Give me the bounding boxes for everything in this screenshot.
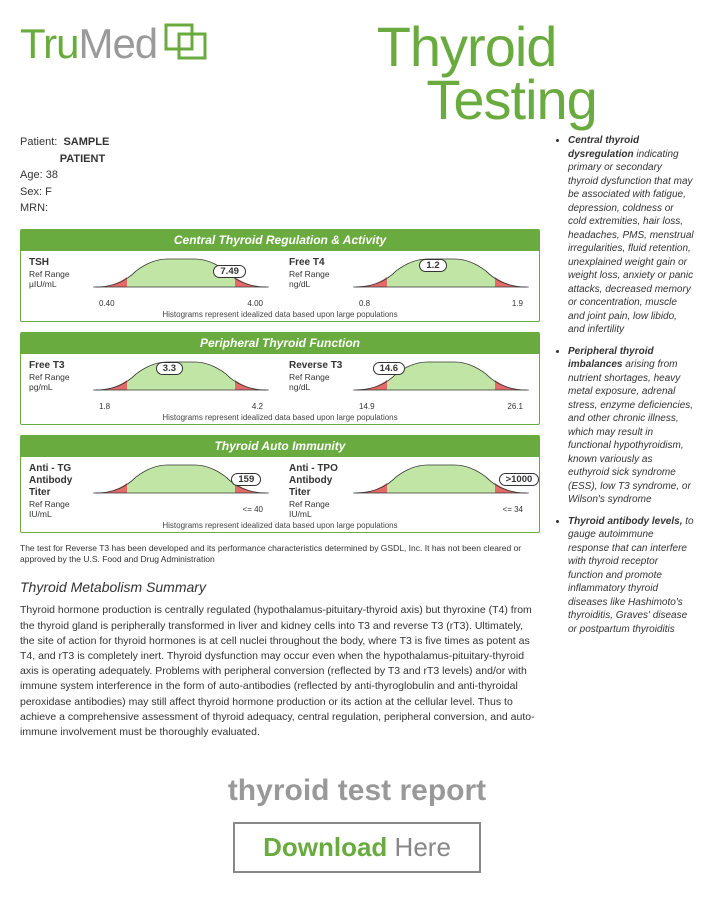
logo: TruMed (20, 20, 209, 68)
histogram-note: Histograms represent idealized data base… (29, 521, 531, 530)
patient-info: Patient: SAMPLE PATIENT Age: 38 Sex: F M… (20, 134, 540, 217)
metric: Free T4Ref Rangeng/dL 1.20.81.9 (289, 257, 531, 308)
title-line: Testing (239, 73, 694, 126)
metric: TSHRef RangeµIU/mL 7.490.404.00 (29, 257, 271, 308)
patient-name: PATIENT (60, 153, 105, 165)
content-row: Patient: SAMPLE PATIENT Age: 38 Sex: F M… (20, 134, 694, 740)
panel: Peripheral Thyroid FunctionFree T3Ref Ra… (20, 332, 540, 425)
title-line: Thyroid (239, 20, 694, 73)
metric-labels: TSHRef RangeµIU/mL (29, 257, 85, 289)
value-pill: 1.2 (419, 259, 446, 273)
metric: Anti - TPOAntibody TiterRef RangeIU/mL >… (289, 463, 531, 519)
distribution-curve: 3.3 (91, 360, 271, 404)
metric-labels: Anti - TPOAntibody TiterRef RangeIU/mL (289, 463, 345, 519)
metric-labels: Anti - TGAntibody TiterRef RangeIU/mL (29, 463, 85, 519)
sidebar-item: Central thyroid dysregulation indicating… (568, 134, 694, 337)
metric: Free T3Ref Rangepg/mL 3.31.84.2 (29, 360, 271, 411)
metric: Reverse T3Ref Rangeng/dL 14.614.926.1 (289, 360, 531, 411)
distribution-curve: 14.6 (351, 360, 531, 404)
value-pill: 159 (231, 473, 261, 487)
value-pill: 14.6 (373, 362, 406, 376)
panel-body: Anti - TGAntibody TiterRef RangeIU/mL 15… (20, 457, 540, 533)
value-pill: 7.49 (213, 265, 246, 279)
panel-body: TSHRef RangeµIU/mL 7.490.404.00 Free T4Re… (20, 251, 540, 322)
left-column: Patient: SAMPLE PATIENT Age: 38 Sex: F M… (20, 134, 540, 740)
squares-icon (163, 22, 209, 67)
distribution-curve: 1.2 (351, 257, 531, 301)
download-button[interactable]: Download Here (233, 822, 481, 873)
panel-body: Free T3Ref Rangepg/mL 3.31.84.2 Reverse T… (20, 354, 540, 425)
summary-heading: Thyroid Metabolism Summary (20, 579, 540, 595)
logo-text: Tru (20, 20, 78, 68)
disclaimer-text: The test for Reverse T3 has been develop… (20, 543, 540, 565)
value-pill: >1000 (499, 473, 540, 487)
panels: Central Thyroid Regulation & ActivityTSH… (20, 229, 540, 533)
panel: Central Thyroid Regulation & ActivityTSH… (20, 229, 540, 322)
download-heading: thyroid test report (0, 774, 714, 808)
download-section: thyroid test report Download Here (0, 750, 714, 903)
distribution-curve: 7.49 (91, 257, 271, 301)
download-word: Here (395, 832, 451, 862)
page-title: Thyroid Testing (239, 20, 694, 126)
distribution-curve: 159 (91, 463, 271, 507)
summary-body: Thyroid hormone production is centrally … (20, 603, 540, 740)
sidebar-item: Peripheral thyroid imbalances arising fr… (568, 345, 694, 507)
sex-value: F (45, 186, 52, 198)
panel-header: Central Thyroid Regulation & Activity (20, 229, 540, 251)
histogram-note: Histograms represent idealized data base… (29, 310, 531, 319)
metric: Anti - TGAntibody TiterRef RangeIU/mL 15… (29, 463, 271, 519)
logo-text: Med (78, 20, 157, 68)
panel-header: Thyroid Auto Immunity (20, 435, 540, 457)
age-value: 38 (46, 169, 58, 181)
panel-header: Peripheral Thyroid Function (20, 332, 540, 354)
sidebar-list: Central thyroid dysregulation indicating… (554, 134, 694, 636)
mrn-label: MRN: (20, 202, 48, 214)
age-label: Age: (20, 169, 43, 181)
value-pill: 3.3 (156, 362, 183, 376)
distribution-curve: >1000 (351, 463, 531, 507)
header: TruMed Thyroid Testing (20, 20, 694, 126)
histogram-note: Histograms represent idealized data base… (29, 413, 531, 422)
page: TruMed Thyroid Testing Patient: SAMPLE P… (0, 0, 714, 750)
patient-name: SAMPLE (63, 136, 109, 148)
metric-labels: Free T4Ref Rangeng/dL (289, 257, 345, 289)
metric-labels: Reverse T3Ref Rangeng/dL (289, 360, 345, 392)
right-column: Central thyroid dysregulation indicating… (554, 134, 694, 740)
patient-label: Patient: (20, 136, 57, 148)
metric-labels: Free T3Ref Rangepg/mL (29, 360, 85, 392)
sex-label: Sex: (20, 186, 42, 198)
download-word: Download (263, 832, 387, 862)
panel: Thyroid Auto Immunity Anti - TGAntibody T… (20, 435, 540, 533)
sidebar-item: Thyroid antibody levels, to gauge autoim… (568, 515, 694, 637)
